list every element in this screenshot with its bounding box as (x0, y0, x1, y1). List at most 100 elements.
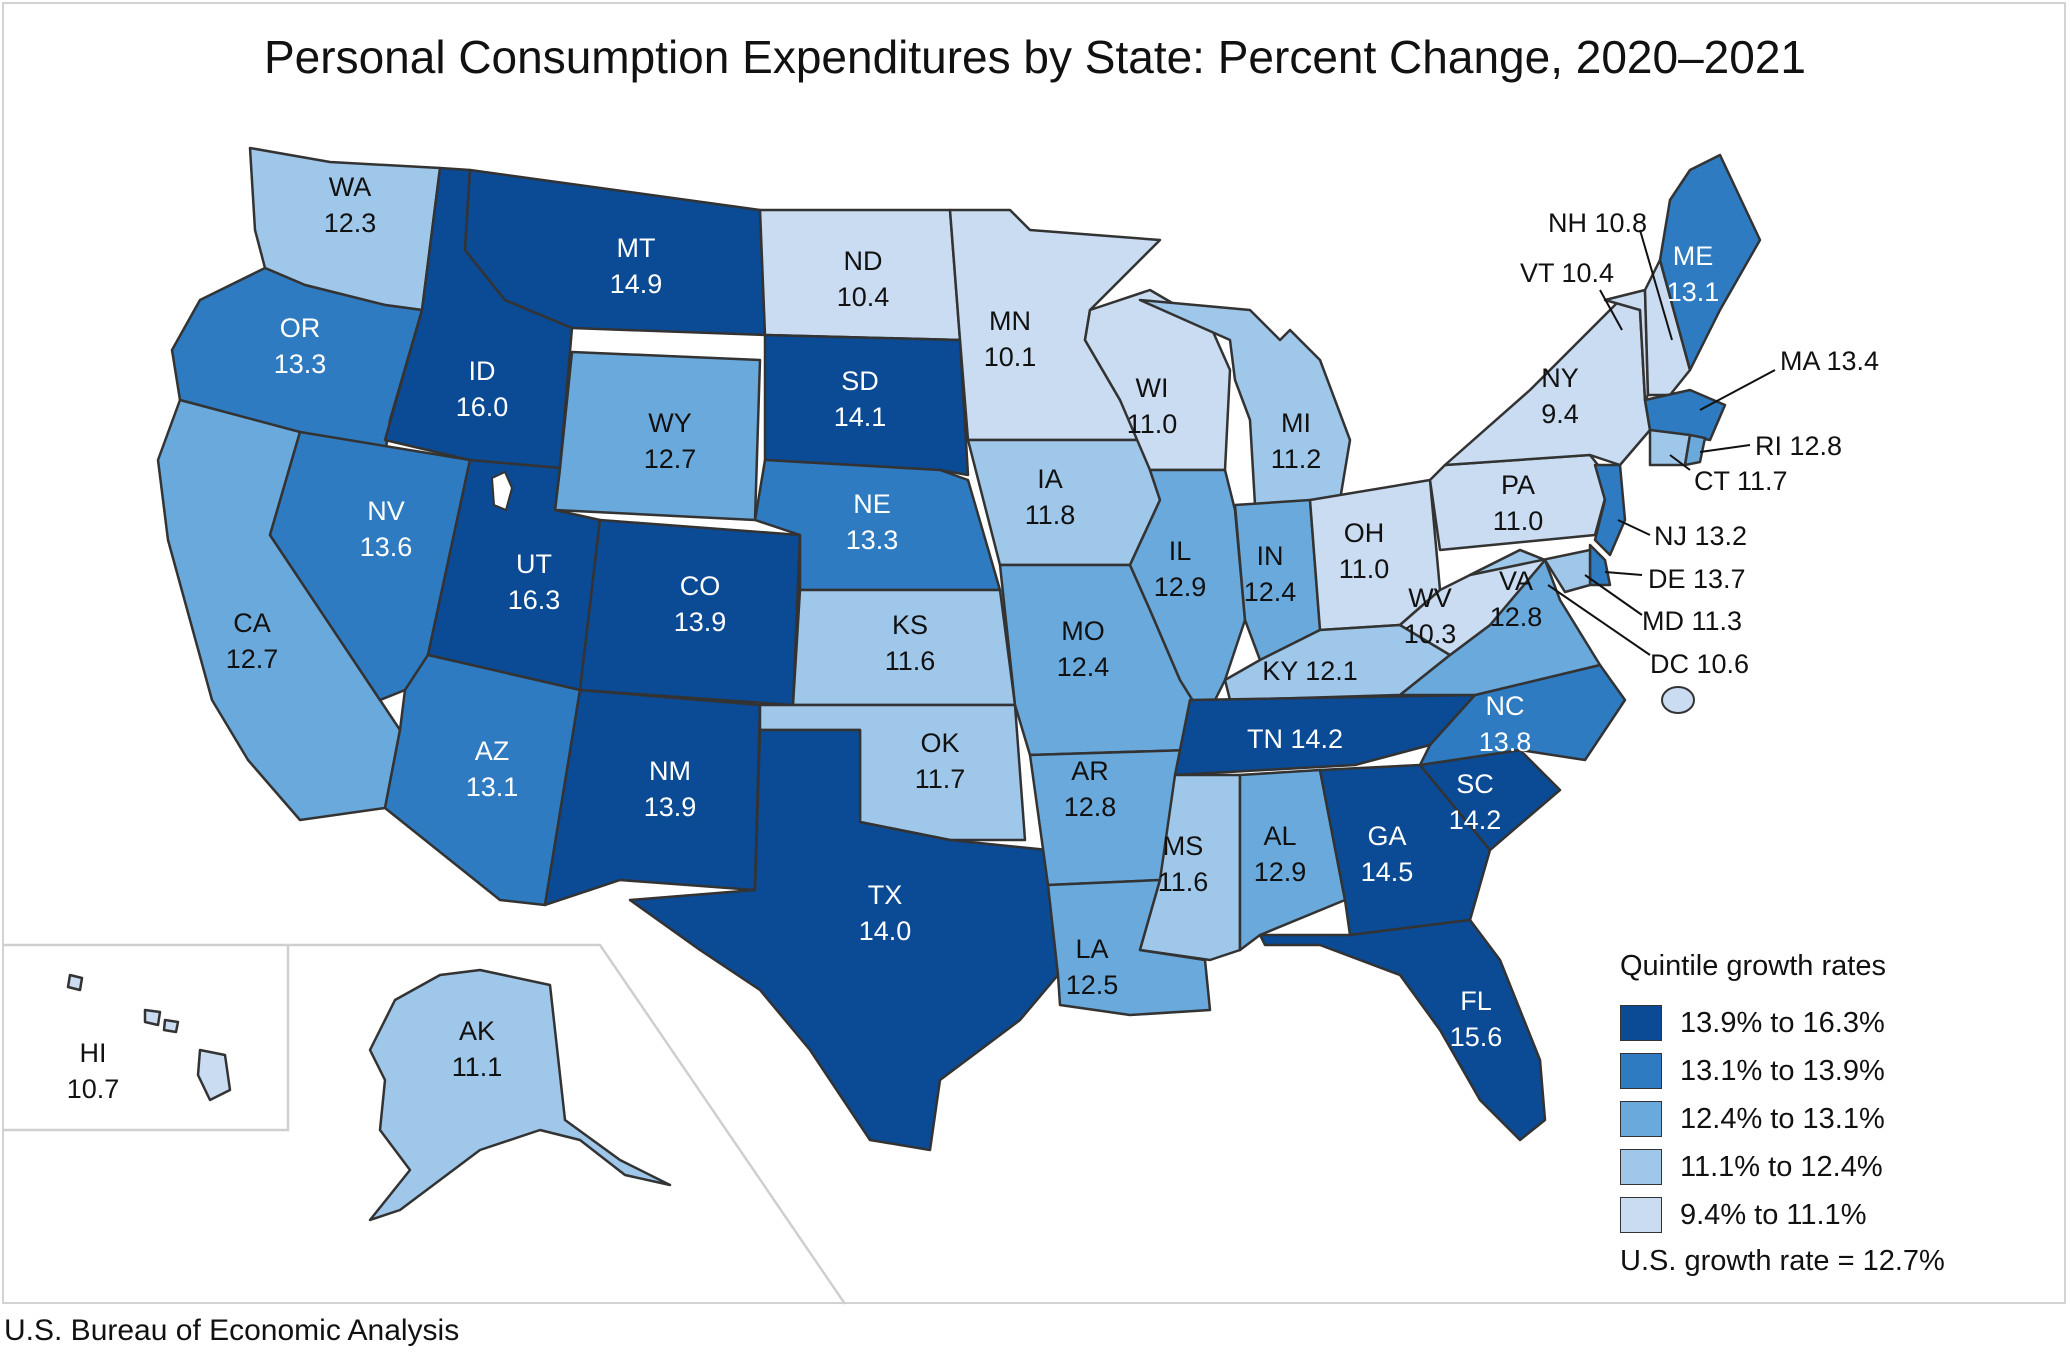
leader-CT (1669, 454, 1691, 471)
callout-MD: MD 11.3 (1642, 606, 1742, 636)
legend: Quintile growth rates 13.9% to 16.3% 13.… (1620, 950, 1945, 1278)
state-value: 11.8 (1025, 500, 1076, 530)
state-abbr: KY (1262, 656, 1305, 686)
label-OR: OR 13.3 (274, 313, 327, 379)
state-abbr: OR (280, 313, 321, 343)
label-IL: IL 12.9 (1154, 536, 1207, 602)
state-value: 12.7 (644, 444, 697, 474)
legend-label: 9.4% to 11.1% (1680, 1198, 1867, 1231)
legend-label: 11.1% to 12.4% (1680, 1150, 1883, 1183)
label-NY: NY 9.4 (1541, 363, 1579, 429)
label-ME: ME 13.1 (1667, 241, 1720, 307)
state-abbr: AK (459, 1016, 495, 1046)
state-abbr: ID (469, 356, 496, 386)
label-FL: FL 15.6 (1450, 986, 1503, 1052)
label-ID: ID 16.0 (456, 356, 509, 422)
legend-label: 13.1% to 13.9% (1680, 1054, 1885, 1087)
label-KY: KY 12.1 (1262, 656, 1358, 686)
label-NV: NV 13.6 (360, 496, 413, 562)
state-abbr: IA (1037, 464, 1063, 494)
state-abbr: GA (1367, 821, 1406, 851)
leader-VT (1599, 289, 1623, 331)
state-value: 12.8 (1064, 792, 1117, 822)
state-value: 11.7 (915, 764, 966, 794)
callout-MA: MA 13.4 (1780, 346, 1879, 376)
label-NE: NE 13.3 (846, 489, 899, 555)
state-abbr: NY (1541, 363, 1579, 393)
state-abbr: TX (868, 880, 903, 910)
state-value: 13.1 (466, 772, 519, 802)
state-RI (1683, 433, 1707, 467)
inset-divider-alaska (2, 943, 847, 1305)
state-value: 14.2 (1449, 805, 1502, 835)
state-value: 15.6 (1450, 1022, 1503, 1052)
legend-swatch (1620, 1197, 1662, 1233)
state-TX (628, 728, 1060, 1152)
label-WV: WV 10.3 (1404, 583, 1457, 649)
legend-swatch (1620, 1005, 1662, 1041)
state-SD (763, 333, 970, 477)
leader-DE (1604, 571, 1643, 576)
label-SD: SD 14.1 (834, 366, 887, 432)
state-value: 13.1 (1667, 277, 1720, 307)
state-abbr: LA (1075, 934, 1108, 964)
state-WY (553, 350, 762, 522)
state-value: 12.8 (1490, 602, 1543, 632)
label-MO: MO 12.4 (1057, 616, 1110, 682)
label-WY: WY 12.7 (644, 408, 697, 474)
callout-DC: DC 10.6 (1650, 649, 1749, 679)
legend-row: 13.9% to 16.3% (1620, 999, 1945, 1047)
state-value: 10.1 (984, 342, 1037, 372)
leader-MA (1699, 369, 1776, 411)
state-abbr: ME (1673, 241, 1714, 271)
state-abbr: AL (1263, 821, 1296, 851)
label-UT: UT 16.3 (508, 549, 561, 615)
label-WI: WI 11.0 (1127, 373, 1178, 439)
state-value: 11.6 (1158, 867, 1209, 897)
state-value: 16.0 (456, 392, 509, 422)
leader-NJ (1617, 519, 1651, 536)
state-abbr: IL (1169, 536, 1192, 566)
label-MN: MN 10.1 (984, 306, 1037, 372)
state-value: 13.3 (274, 349, 327, 379)
state-abbr: UT (516, 549, 552, 579)
state-value: 13.6 (360, 532, 413, 562)
label-AK: AK 11.1 (452, 1016, 503, 1082)
state-abbr: MI (1281, 408, 1311, 438)
state-value: 14.5 (1361, 857, 1414, 887)
label-HI: HI 10.7 (67, 1038, 120, 1104)
state-abbr: ND (844, 246, 883, 276)
callout-DE: DE 13.7 (1648, 564, 1746, 594)
label-MI: MI 11.2 (1271, 408, 1322, 474)
legend-swatch (1620, 1149, 1662, 1185)
label-ND: ND 10.4 (837, 246, 890, 312)
state-value: 14.0 (859, 916, 912, 946)
bermuda-marker (1661, 686, 1695, 714)
state-value: 12.4 (1244, 577, 1297, 607)
state-abbr: TN (1247, 724, 1291, 754)
state-abbr: KS (892, 610, 928, 640)
state-value: 10.7 (67, 1074, 120, 1104)
lake (490, 470, 514, 512)
state-abbr: VA (1499, 566, 1533, 596)
map-frame (2, 2, 2066, 1304)
state-abbr: WY (648, 408, 692, 438)
state-abbr: NC (1486, 691, 1525, 721)
state-AL (1238, 768, 1347, 952)
state-VT (1603, 288, 1650, 402)
state-value: 11.6 (885, 646, 936, 676)
state-value: 11.0 (1127, 409, 1178, 439)
state-value: 11.1 (452, 1052, 503, 1082)
leader-NH (1639, 229, 1673, 341)
state-abbr: NE (853, 489, 891, 519)
state-value: 12.9 (1154, 572, 1207, 602)
state-value: 12.7 (226, 644, 279, 674)
label-PA: PA 11.0 (1493, 470, 1544, 536)
state-abbr: MS (1163, 831, 1204, 861)
state-NJ (1593, 463, 1627, 557)
callout-VT: VT 10.4 (1520, 258, 1614, 288)
state-value: 10.4 (837, 282, 890, 312)
state-abbr: SD (841, 366, 879, 396)
legend-row: 9.4% to 11.1% (1620, 1191, 1945, 1239)
